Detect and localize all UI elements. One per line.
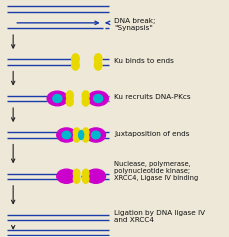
Ellipse shape [86, 128, 105, 142]
Ellipse shape [73, 128, 79, 137]
Ellipse shape [73, 169, 79, 178]
Ellipse shape [66, 91, 73, 100]
Ellipse shape [57, 169, 76, 183]
Text: Juxtaposition of ends: Juxtaposition of ends [114, 131, 189, 137]
Ellipse shape [91, 131, 100, 139]
Text: Ligation by DNA ligase IV
and XRCC4: Ligation by DNA ligase IV and XRCC4 [114, 210, 204, 223]
Ellipse shape [57, 128, 76, 142]
Text: Ku binds to ends: Ku binds to ends [114, 58, 173, 64]
Ellipse shape [73, 175, 79, 183]
Ellipse shape [73, 133, 79, 142]
Ellipse shape [94, 54, 101, 64]
Ellipse shape [82, 128, 89, 137]
Ellipse shape [82, 133, 89, 142]
Ellipse shape [86, 169, 105, 183]
Ellipse shape [66, 97, 73, 106]
Ellipse shape [82, 91, 89, 100]
Ellipse shape [82, 97, 89, 106]
Text: DNA break;
"Synapsis": DNA break; "Synapsis" [114, 18, 155, 31]
Ellipse shape [47, 91, 67, 106]
Ellipse shape [93, 95, 102, 102]
Ellipse shape [71, 60, 79, 70]
Ellipse shape [78, 131, 83, 139]
Ellipse shape [82, 169, 89, 178]
Text: Nuclease, polymerase,
polynucleotide kinase;
XRCC4, Ligase IV binding: Nuclease, polymerase, polynucleotide kin… [114, 161, 197, 181]
Text: Ku recruits DNA-PKcs: Ku recruits DNA-PKcs [114, 94, 190, 100]
Ellipse shape [82, 175, 89, 183]
Ellipse shape [62, 131, 70, 139]
Ellipse shape [94, 60, 101, 70]
Ellipse shape [87, 91, 108, 106]
Ellipse shape [71, 54, 79, 64]
Ellipse shape [53, 95, 62, 102]
